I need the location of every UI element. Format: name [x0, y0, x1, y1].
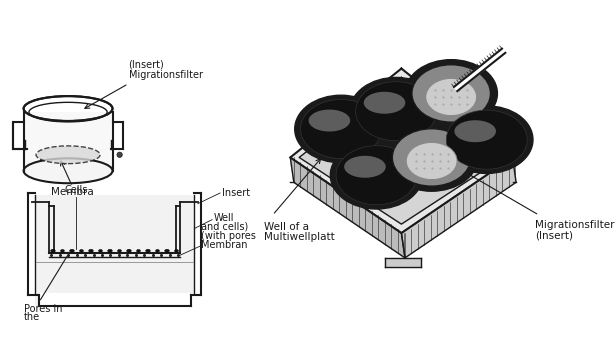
Ellipse shape	[118, 250, 121, 252]
Text: Pores in: Pores in	[23, 304, 62, 314]
Text: Membra: Membra	[51, 188, 94, 198]
Ellipse shape	[294, 95, 387, 163]
Text: Membran: Membran	[201, 240, 248, 250]
Polygon shape	[402, 158, 516, 258]
Ellipse shape	[145, 249, 150, 252]
Text: and cells): and cells)	[201, 222, 249, 232]
Polygon shape	[35, 195, 194, 306]
Text: the: the	[23, 312, 40, 321]
Ellipse shape	[127, 249, 131, 252]
Ellipse shape	[89, 249, 93, 252]
Ellipse shape	[99, 250, 102, 252]
Ellipse shape	[108, 249, 112, 252]
Ellipse shape	[70, 249, 75, 252]
Ellipse shape	[440, 106, 533, 173]
Ellipse shape	[355, 82, 437, 141]
Ellipse shape	[455, 120, 496, 142]
Ellipse shape	[137, 250, 140, 252]
Ellipse shape	[60, 250, 65, 252]
Ellipse shape	[336, 145, 417, 205]
Text: Multiwellplatt: Multiwellplatt	[264, 233, 334, 242]
Ellipse shape	[405, 60, 497, 127]
Ellipse shape	[155, 250, 160, 252]
Ellipse shape	[309, 110, 351, 132]
Ellipse shape	[412, 65, 490, 122]
Polygon shape	[454, 49, 505, 91]
Ellipse shape	[386, 124, 478, 191]
Text: (Insert): (Insert)	[535, 231, 573, 241]
Polygon shape	[290, 158, 405, 258]
Ellipse shape	[36, 146, 100, 164]
Polygon shape	[290, 69, 513, 233]
Ellipse shape	[164, 249, 169, 252]
Ellipse shape	[447, 110, 527, 169]
Text: Migrationsfilter: Migrationsfilter	[535, 220, 614, 230]
Ellipse shape	[79, 250, 83, 252]
Ellipse shape	[363, 92, 405, 114]
Ellipse shape	[406, 142, 457, 179]
Text: Cells: Cells	[64, 185, 87, 195]
Ellipse shape	[174, 250, 179, 252]
Text: Well: Well	[214, 213, 234, 223]
Text: Well of a: Well of a	[264, 222, 309, 232]
Polygon shape	[386, 258, 421, 267]
Ellipse shape	[301, 99, 381, 159]
Ellipse shape	[23, 158, 113, 183]
Text: Insert: Insert	[222, 188, 250, 198]
Ellipse shape	[117, 152, 123, 158]
Ellipse shape	[426, 79, 477, 115]
Text: (Insert): (Insert)	[129, 59, 164, 69]
Polygon shape	[23, 112, 113, 171]
Ellipse shape	[392, 129, 471, 186]
Text: (with pores: (with pores	[201, 231, 256, 241]
Ellipse shape	[350, 78, 442, 145]
Ellipse shape	[330, 142, 423, 209]
Ellipse shape	[344, 156, 386, 178]
Ellipse shape	[51, 249, 55, 252]
Polygon shape	[299, 78, 504, 224]
Text: Migrationsfilter: Migrationsfilter	[129, 70, 203, 80]
